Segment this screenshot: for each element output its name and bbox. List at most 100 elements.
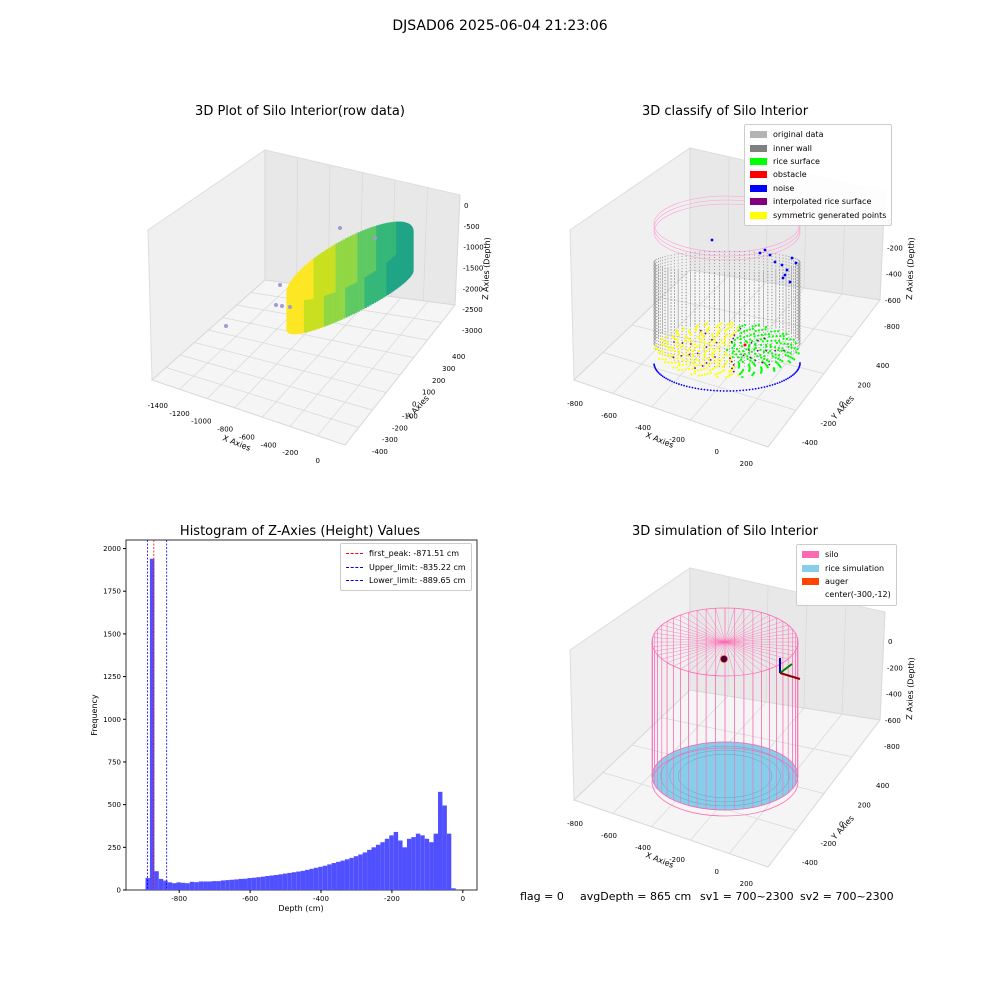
panel2-x-tick: -200 bbox=[669, 436, 685, 444]
panel2-noise-point bbox=[726, 390, 728, 392]
panel2-surface-point bbox=[764, 333, 767, 336]
panel2-interp-point bbox=[696, 352, 699, 355]
grid-line bbox=[180, 354, 373, 411]
panel2-silo-rim bbox=[653, 199, 801, 257]
panel2-surface-point bbox=[739, 335, 742, 338]
panel2-surface-point bbox=[774, 353, 777, 356]
grid-line bbox=[194, 342, 387, 393]
panel2-surface-point bbox=[667, 361, 670, 364]
panel4-silo-roof-line bbox=[661, 624, 726, 643]
panel4-silo-roof-line bbox=[688, 641, 726, 672]
panel2-interp-point bbox=[757, 339, 759, 342]
legend-label: inner wall bbox=[773, 143, 813, 153]
panel1-y-tick: 300 bbox=[442, 365, 455, 373]
panel2-surface-point bbox=[763, 361, 766, 365]
histogram-bar bbox=[411, 837, 416, 890]
panel2-surface-point bbox=[718, 344, 721, 348]
panel2-noise-point bbox=[710, 238, 714, 242]
panel2-surface-point bbox=[676, 339, 679, 342]
panel2-noise-point bbox=[787, 377, 789, 380]
panel2-noise-point bbox=[794, 261, 798, 265]
panel4-z-tick: -800 bbox=[884, 743, 900, 751]
panel1-z-tick: -500 bbox=[464, 223, 480, 231]
panel2-noise-point bbox=[680, 383, 683, 386]
panel4-xlabel: X Axies bbox=[644, 851, 675, 870]
panel2-surface-point bbox=[689, 333, 692, 336]
panel2-surface-point bbox=[712, 336, 715, 340]
panel2-noise-point bbox=[780, 263, 784, 267]
histogram-bar bbox=[442, 805, 447, 890]
panel2-surface-point bbox=[741, 360, 744, 364]
histogram-bar bbox=[172, 883, 177, 890]
panel2-surface-point bbox=[688, 347, 691, 350]
panel2-interp-point bbox=[694, 367, 696, 369]
panel2-noise-point bbox=[703, 388, 706, 391]
panel2-noise-point bbox=[758, 251, 762, 255]
panel2-surface-point bbox=[735, 353, 738, 356]
histogram-bar bbox=[336, 861, 341, 890]
legend-entry: original data bbox=[750, 128, 886, 141]
grid-line bbox=[422, 187, 428, 301]
panel2-z-tick: -400 bbox=[886, 271, 902, 279]
panel1-y-tick: -100 bbox=[402, 412, 418, 420]
panel4-silo-roof-line bbox=[724, 641, 762, 672]
panel2-surface-point bbox=[699, 341, 702, 344]
panel2-surface-point bbox=[753, 364, 757, 367]
legend-swatch bbox=[750, 144, 767, 152]
panel2-surface-point bbox=[760, 366, 763, 369]
panel2-surface-point bbox=[777, 354, 780, 357]
panel2-surface-point bbox=[711, 334, 714, 338]
panel2-surface-point bbox=[754, 342, 757, 345]
histogram-bar bbox=[322, 865, 328, 890]
panel2-surface-point bbox=[731, 352, 734, 355]
panel2-surface-point bbox=[703, 351, 706, 354]
panel2-surface-point bbox=[727, 370, 731, 373]
panel2-surface-point bbox=[731, 347, 734, 350]
histogram-bar bbox=[247, 878, 252, 890]
histogram-bar bbox=[238, 878, 243, 890]
panel2-surface-point bbox=[714, 366, 717, 369]
status-avg-depth: avgDepth = 865 cm bbox=[580, 890, 692, 903]
panel2-surface-point bbox=[764, 328, 767, 331]
panel2-noise-point bbox=[785, 268, 789, 272]
panel1-scatter-points bbox=[224, 221, 414, 335]
panel4-ylabel: Y Axies bbox=[829, 814, 856, 842]
panel2-title: 3D classify of Silo Interior bbox=[641, 104, 809, 119]
panel2-surface-point bbox=[718, 363, 721, 366]
panel2-surface-point bbox=[676, 356, 679, 360]
panel2-interp-point bbox=[701, 365, 704, 367]
panel4-silo-roof-line bbox=[688, 612, 726, 643]
histogram-ytick-label: 1250 bbox=[103, 673, 121, 681]
panel4-title: 3D simulation of Silo Interior bbox=[632, 524, 818, 539]
panel2-surface-point bbox=[717, 361, 720, 364]
panel2-surface-point bbox=[731, 355, 734, 359]
panel2-surface-point bbox=[727, 327, 730, 330]
histogram-bar bbox=[371, 847, 376, 890]
panel2-noise-point bbox=[691, 386, 694, 389]
panel2-surface-point bbox=[658, 348, 661, 352]
panel2-surface-point bbox=[729, 374, 732, 377]
histogram-bar bbox=[296, 871, 301, 890]
panel2-surface-point bbox=[731, 373, 734, 376]
histogram-bar bbox=[185, 883, 190, 890]
panel2-surface-point bbox=[741, 368, 745, 372]
grid-line bbox=[296, 157, 298, 285]
panel4-silo-roof-line bbox=[657, 628, 726, 643]
panel4-x-tick: -200 bbox=[669, 856, 685, 864]
panel2-surface-point bbox=[747, 347, 750, 350]
grid-line bbox=[573, 379, 769, 448]
panel4-silo-roof-line bbox=[696, 610, 726, 643]
panel2-noise-point bbox=[667, 378, 669, 381]
panel2-noise-point bbox=[778, 381, 781, 384]
panel2-surface-point bbox=[700, 363, 703, 366]
panel4-silo-roof-line bbox=[724, 608, 735, 643]
panel2-surface-point bbox=[736, 326, 739, 329]
panel2-surface-point bbox=[701, 358, 704, 361]
panel2-surface-point bbox=[709, 344, 713, 347]
panel2-surface-point bbox=[774, 339, 777, 342]
panel4-silo-roof-line bbox=[657, 641, 726, 656]
panel2-surface-point bbox=[744, 323, 747, 327]
panel2-noise-point bbox=[769, 384, 771, 387]
panel2-surface-point bbox=[691, 352, 694, 356]
panel2-interp-point bbox=[730, 340, 733, 343]
